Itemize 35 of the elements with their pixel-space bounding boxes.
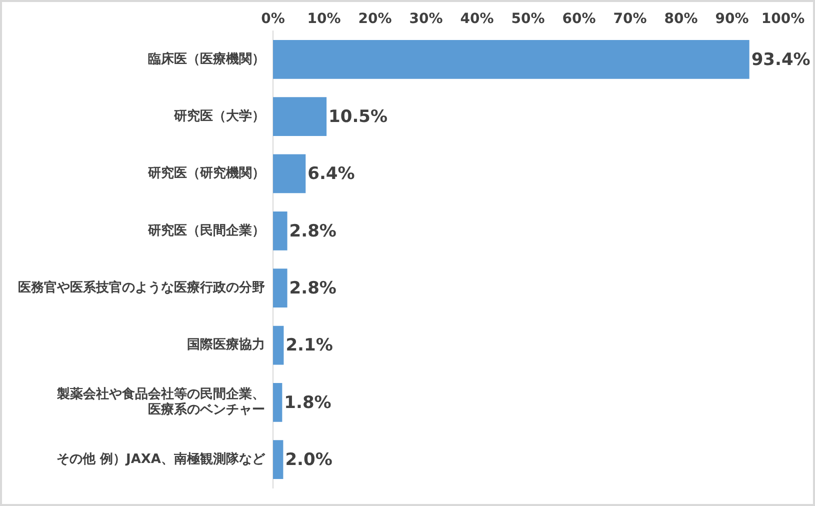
y-tick-label: 医務官や医系技官のような医療行政の分野 xyxy=(18,279,265,296)
y-tick-label: 国際医療協力 xyxy=(187,336,265,353)
bar xyxy=(273,211,288,250)
x-tick-label: 60% xyxy=(562,11,596,28)
y-tick-label: 臨床医（医療機関） xyxy=(148,50,265,67)
x-tick-label: 0% xyxy=(261,11,285,28)
x-tick-label: 20% xyxy=(358,11,392,28)
y-tick-label: 研究医（大学） xyxy=(173,108,265,124)
bar xyxy=(273,97,327,136)
bar xyxy=(273,154,306,194)
x-tick-label: 80% xyxy=(664,11,698,28)
data-label: 93.4% xyxy=(751,50,810,70)
x-tick-label: 30% xyxy=(409,11,443,28)
data-label: 6.4% xyxy=(308,164,355,184)
data-label: 2.8% xyxy=(289,221,336,242)
bar xyxy=(273,326,284,365)
x-tick-label: 90% xyxy=(715,11,749,28)
data-label: 2.0% xyxy=(285,450,332,470)
x-tick-label: 50% xyxy=(511,11,545,28)
x-tick-label: 100% xyxy=(761,11,805,28)
y-tick-label: その他 例）JAXA、南極観測隊など xyxy=(56,450,266,467)
bar xyxy=(273,268,288,308)
x-tick-label: 10% xyxy=(307,11,341,28)
bar xyxy=(273,383,282,422)
data-label: 1.8% xyxy=(284,392,332,413)
y-tick-label: 研究医（民間企業） xyxy=(147,222,265,238)
y-tick-label: 製薬会社や食品会社等の民間企業、医療系のベンチャー xyxy=(56,386,265,418)
x-tick-label: 40% xyxy=(460,11,494,28)
bar xyxy=(273,440,284,480)
data-label: 2.1% xyxy=(286,336,333,356)
data-label: 2.8% xyxy=(289,278,336,299)
data-label: 10.5% xyxy=(328,106,388,127)
y-tick-label: 研究医（研究機関） xyxy=(147,165,265,182)
x-tick-label: 70% xyxy=(613,11,647,28)
bar xyxy=(273,40,750,79)
